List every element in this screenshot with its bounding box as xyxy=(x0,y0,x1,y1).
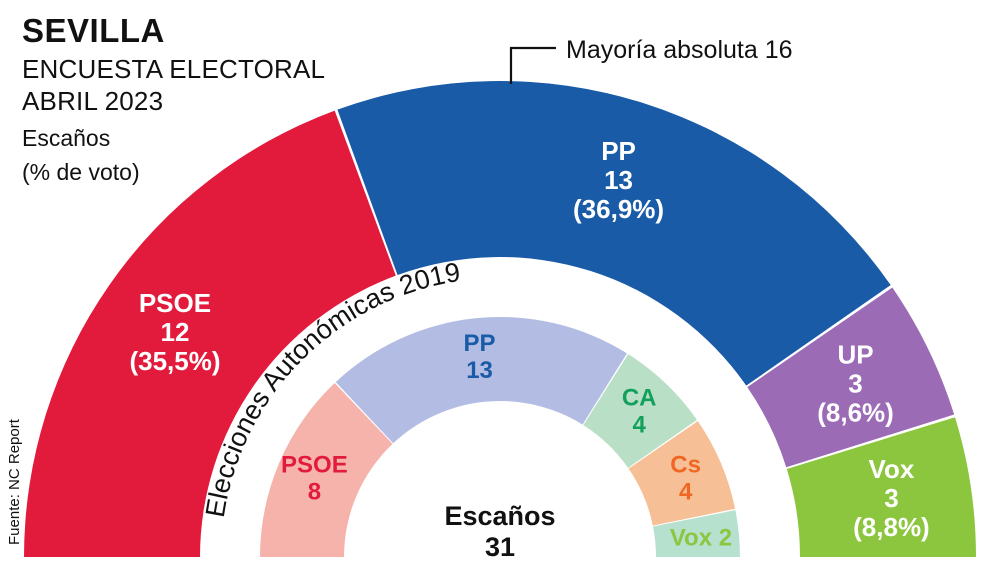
label-vox-2019: Vox 2 xyxy=(670,525,732,552)
label-pp-2019: PP 13 xyxy=(464,330,496,384)
segment-ca-2019[interactable] xyxy=(583,354,697,468)
outer-ring-labels: PSOE 12 (35,5%) PP 13 (36,9%) UP 3 (8,6%) Vox 3 (8,… xyxy=(129,136,929,542)
label-psoe-2019: PSOE 8 xyxy=(281,451,348,505)
subtitle-line-2: ABRIL 2023 xyxy=(22,86,163,116)
subtitle-line-1: ENCUESTA ELECTORAL xyxy=(22,54,325,84)
segment-psoe-2019[interactable] xyxy=(260,383,393,557)
segment-cs-2019[interactable] xyxy=(628,421,736,526)
label-vox-2023: Vox 3 (8,8%) xyxy=(853,454,930,542)
center-value: 31 xyxy=(485,532,515,562)
segment-vox-2023[interactable] xyxy=(786,417,976,557)
inner-ring-labels: PSOE 8 PP 13 CA 4 Cs 4 Vox 2 xyxy=(281,330,732,552)
segment-psoe-2023[interactable] xyxy=(24,110,396,558)
segment-vox-2019[interactable] xyxy=(652,510,740,557)
label-psoe-2023: PSOE 12 (35,5%) xyxy=(129,288,220,376)
majority-absolute-label: Mayoría absoluta 16 xyxy=(566,36,793,64)
outer-ring xyxy=(24,80,976,558)
segment-pp-2023[interactable] xyxy=(337,80,891,386)
label-cs-2019: Cs 4 xyxy=(670,451,701,505)
label-ca-2019: CA 4 xyxy=(622,385,657,439)
majority-leader-line xyxy=(509,46,556,84)
subtitle-line-4: (% de voto) xyxy=(22,159,140,185)
inner-ring-2019 xyxy=(260,317,740,557)
segment-pp-2019[interactable] xyxy=(335,317,627,444)
segment-up-2023[interactable] xyxy=(747,287,955,468)
label-pp-2023: PP 13 (36,9%) xyxy=(573,136,664,224)
source-label: Fuente: NC Report xyxy=(6,418,23,545)
label-up-2023: UP 3 (8,6%) xyxy=(817,340,894,428)
subtitle-line-3: Escaños xyxy=(22,125,110,151)
center-label: Escaños xyxy=(444,501,555,531)
center-hub xyxy=(404,461,596,567)
page-title: SEVILLA xyxy=(22,12,165,49)
